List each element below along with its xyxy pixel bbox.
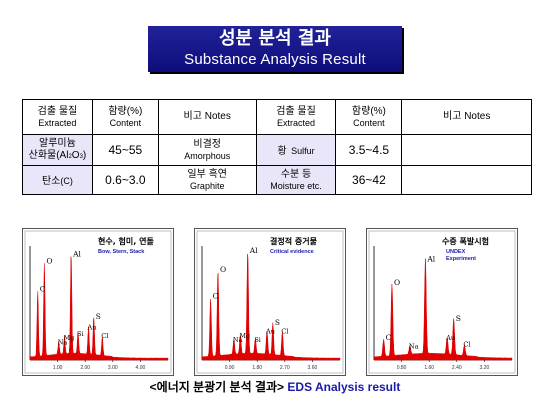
peak-label-cl: Cl (101, 332, 108, 340)
title-banner: 성분 분석 결과 Substance Analysis Result (148, 26, 402, 72)
cell-note-2 (401, 165, 532, 195)
peak-label-s: S (275, 318, 280, 327)
eds-spectrum-2: 0.90 1.80 2.70 3.60 C O Na Mg Al Si Au S Cl 결정적 증거물 Cr… (194, 228, 346, 376)
peak-label-o: O (394, 278, 400, 287)
chart-title-en: UNDEX (446, 249, 466, 255)
peak-label-o: O (220, 265, 226, 274)
chart-frame (366, 228, 518, 376)
chart-title-en: Experiment (446, 256, 476, 262)
cell-sulfur: 황 Sulfur (255, 134, 337, 166)
peak-label-c: C (40, 284, 46, 293)
peak-label-si: Si (77, 330, 84, 338)
x-tick-label: 3.00 (108, 365, 118, 371)
peak-label-cl: Cl (281, 328, 288, 336)
cell-content-2: 36~42 (335, 165, 403, 195)
chart-title-en: Critical evidence (270, 249, 314, 255)
substance-table: 검출 물질 Extracted 함량(%) Content 비고 Notes 검출 … (22, 99, 532, 195)
x-tick-label: 1.00 (53, 365, 63, 371)
peak-label-na: Na (233, 336, 243, 344)
cell-content: 45~55 (91, 134, 159, 166)
x-tick-label: 0.90 (225, 365, 235, 371)
chart-title-en: Bow, Stern, Stack (98, 249, 145, 255)
cell-note-2 (401, 134, 532, 166)
header-notes-2: 비고 Notes (401, 99, 532, 135)
table-header-row: 검출 물질 Extracted 함량(%) Content 비고 Notes 검출 … (22, 99, 532, 135)
chart-title-ko: 결정적 증거물 (270, 236, 318, 246)
peak-label-mg: Mg (239, 332, 250, 340)
table-row: 탄소(C) 0.6~3.0 일부 흑연 Graphite 수분 등 Moisture… (22, 165, 532, 195)
x-tick-label: 4.00 (136, 365, 146, 371)
peak-label-c: C (386, 333, 392, 342)
peak-label-s: S (456, 314, 461, 323)
x-tick-label: 2.00 (80, 365, 90, 371)
figure-caption: <에너지 분광기 분석 결과> EDS Analysis result (0, 378, 550, 395)
header-extracted-2: 검출 물질 Extracted (255, 99, 337, 135)
peak-label-o: O (46, 257, 52, 266)
cell-content: 0.6~3.0 (91, 165, 159, 195)
table-row: 알루미늄 산화물(Al2O3) 45~55 비결정 Amorphous 황 Sul… (22, 134, 532, 166)
caption-english: EDS Analysis result (287, 380, 401, 394)
peak-label-na: Na (58, 338, 68, 346)
spectrum-trace (29, 256, 169, 361)
chart-title-ko: 수중 폭발시험 (442, 236, 489, 246)
peak-label-au: Au (445, 334, 455, 342)
chart-title-ko: 현수, 험미, 연돌 (98, 236, 154, 246)
peak-label-al: Al (249, 246, 258, 255)
x-tick-label: 1.60 (424, 365, 434, 371)
cell-note: 비결정 Amorphous (157, 134, 257, 166)
header-content-2: 함량(%) Content (335, 99, 403, 135)
title-english: Substance Analysis Result (184, 51, 366, 68)
peak-label-al: Al (426, 255, 435, 264)
eds-spectrum-3: 0.80 1.60 2.40 3.20 C O Na Al Au S Cl 수중 폭발시험 UNDEX E… (366, 228, 518, 376)
spectrum-trace (373, 258, 513, 361)
peak-label-au: Au (87, 323, 97, 331)
x-tick-label: 2.70 (280, 365, 290, 371)
peak-label-mg: Mg (64, 334, 75, 342)
peak-label-si: Si (254, 336, 261, 344)
title-korean: 성분 분석 결과 (219, 28, 331, 49)
peak-label-c: C (213, 292, 219, 301)
peak-label-cl: Cl (463, 340, 470, 348)
header-notes: 비고 Notes (157, 99, 257, 135)
x-tick-label: 1.80 (252, 365, 262, 371)
cell-carbon: 탄소(C) (22, 165, 93, 195)
x-tick-label: 2.40 (452, 365, 462, 371)
caption-korean: <에너지 분광기 분석 결과> (149, 380, 285, 394)
chart-frame (194, 228, 346, 376)
spectrum-svg: 0.80 1.60 2.40 3.20 C O Na Al Au S Cl 수중 폭발시험 UNDEXE… (366, 228, 518, 376)
cell-content-2: 3.5~4.5 (335, 134, 403, 166)
spectrum-trace (201, 253, 341, 361)
header-content: 함량(%) Content (91, 99, 159, 135)
eds-spectrum-1: 1.00 2.00 3.00 4.00 C O Na Mg Al Si Au S Cl 현수, 험미, 연… (22, 228, 174, 376)
peak-label-au: Au (265, 328, 275, 336)
cell-note: 일부 흑연 Graphite (157, 165, 257, 195)
chart-frame (22, 228, 174, 376)
x-tick-label: 0.80 (397, 365, 407, 371)
peak-label-s: S (96, 312, 101, 321)
x-tick-label: 3.60 (308, 365, 318, 371)
peak-label-al: Al (72, 249, 81, 258)
peak-label-na: Na (409, 343, 419, 351)
x-tick-label: 3.20 (480, 365, 490, 371)
header-extracted: 검출 물질 Extracted (22, 99, 93, 135)
cell-aluminum-oxide: 알루미늄 산화물(Al2O3) (22, 134, 93, 166)
cell-moisture: 수분 등 Moisture etc. (255, 165, 337, 195)
